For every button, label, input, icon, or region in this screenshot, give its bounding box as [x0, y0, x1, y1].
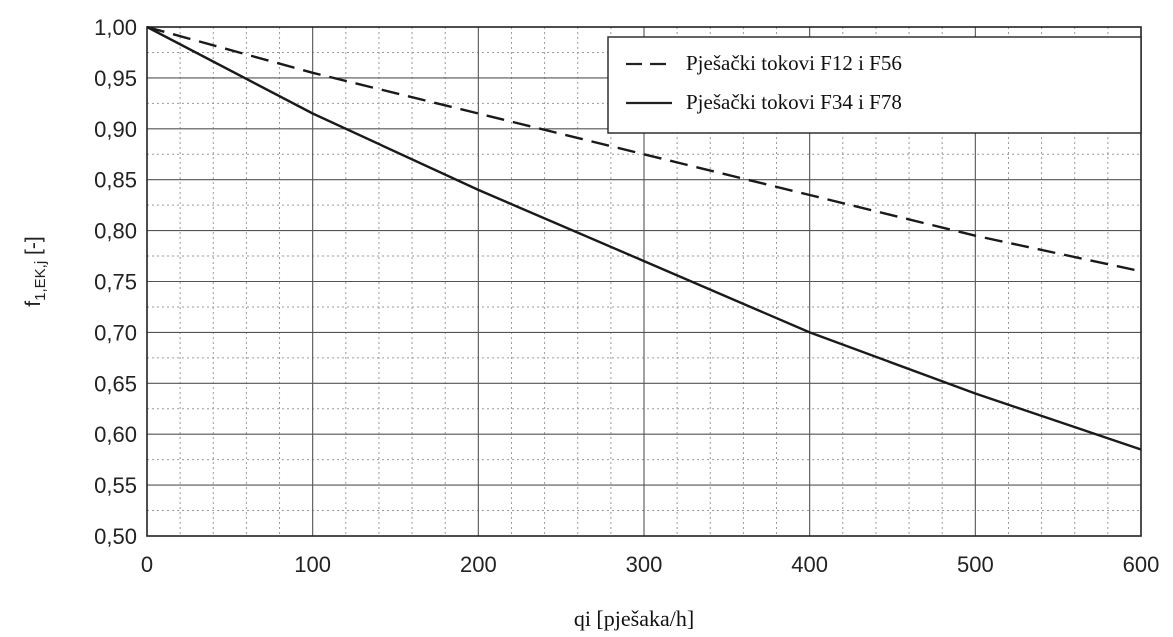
y-axis-label-main: f	[22, 301, 45, 307]
x-tick-label: 400	[791, 552, 828, 577]
x-tick-label: 200	[460, 552, 497, 577]
x-axis-label: qi [pješaka/h]	[574, 606, 694, 631]
x-tick-label: 0	[141, 552, 153, 577]
y-tick-labels: 0,50 0,55 0,60 0,65 0,70 0,75 0,80 0,85 0,90 0,95…	[94, 15, 137, 549]
series-layer	[146, 25, 1142, 451]
series-line-0	[146, 25, 1142, 273]
grid-major	[147, 27, 1141, 536]
y-tick-label: 1,00	[94, 15, 137, 40]
plot-frame	[146, 26, 1142, 537]
y-axis-label-sub: 1,EK,j	[32, 261, 49, 301]
y-tick-label: 0,60	[94, 422, 137, 447]
y-tick-label: 0,55	[94, 473, 137, 498]
y-tick-label: 0,95	[94, 66, 137, 91]
x-tick-label: 100	[294, 552, 331, 577]
legend-entry-f34-f78: Pješački tokovi F34 i F78	[686, 90, 902, 114]
y-tick-label: 0,75	[94, 270, 137, 295]
legend-entry-f12-f56: Pješački tokovi F12 i F56	[686, 51, 902, 75]
y-tick-label: 0,70	[94, 320, 137, 345]
y-tick-label: 0,80	[94, 219, 137, 244]
y-tick-label: 0,65	[94, 371, 137, 396]
legend: Pješački tokovi F12 i F56 Pješački tokov…	[607, 36, 1142, 134]
y-tick-label: 0,50	[94, 524, 137, 549]
y-axis-label: f1,EK,j [-]	[22, 236, 49, 306]
y-axis-label-suffix: [-]	[22, 236, 45, 261]
x-tick-label: 500	[957, 552, 994, 577]
x-tick-label: 300	[626, 552, 663, 577]
legend-box	[607, 36, 1142, 134]
series-line-1	[146, 25, 1142, 451]
x-tick-labels: 0 100 200 300 400 500 600	[141, 552, 1159, 577]
y-tick-label: 0,85	[94, 168, 137, 193]
x-tick-label: 600	[1123, 552, 1160, 577]
y-tick-label: 0,90	[94, 117, 137, 142]
